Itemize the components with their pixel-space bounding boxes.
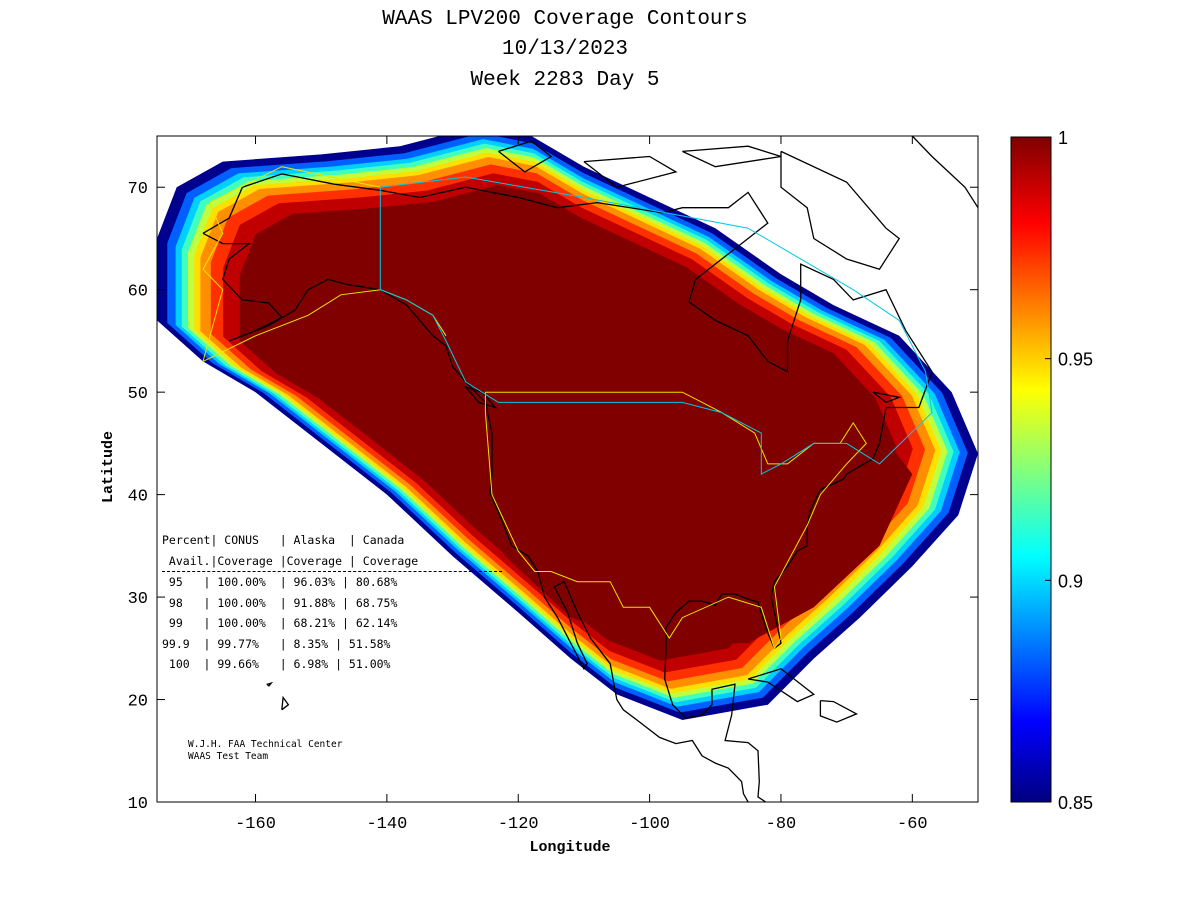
region-borders (202, 166, 933, 650)
colorbar-ticks: 0.85 0.9 0.95 1 (1045, 128, 1093, 813)
coverage-stats-table: Percent| CONUS | Alaska | Canada Avail.|… (162, 530, 502, 675)
y-tick-label: 50 (128, 385, 148, 404)
coastline-5 (747, 668, 816, 703)
y-tick-label: 60 (128, 283, 148, 302)
coastline-7 (498, 140, 553, 173)
x-axis-label: Longitude (529, 839, 610, 856)
y-axis-ticks: 10 20 30 40 50 60 70 (128, 180, 978, 814)
table-row-1: 98 | 100.00% | 91.88% | 68.75% (162, 595, 398, 610)
colorbar-tick-label: 0.85 (1058, 793, 1093, 813)
coverage-contours (157, 136, 978, 720)
x-tick-label: -120 (498, 815, 539, 834)
coastline-3 (281, 695, 290, 711)
x-tick-label: -100 (629, 815, 670, 834)
x-tick-label: -60 (897, 815, 928, 834)
coastline-2 (463, 385, 498, 409)
colorbar-tick-label: 1 (1058, 128, 1068, 148)
coastline-8 (583, 155, 678, 188)
region-border-cyan-0 (379, 176, 933, 475)
coastline-6 (819, 699, 859, 723)
x-axis-ticks: -160 -140 -120 -100 -80 -60 (235, 136, 928, 834)
colorbar-tick-label: 0.95 (1058, 350, 1093, 370)
table-row-2: 99 | 100.00% | 68.21% | 62.14% (162, 616, 398, 630)
chart-title-line-2: 10/13/2023 (501, 38, 629, 61)
region-border-yellow-0 (484, 391, 867, 650)
credit-line-1: W.J.H. FAA Technical Center (188, 739, 343, 750)
table-row-3: 99.9 | 99.77% | 8.35% | 51.58% (162, 636, 391, 651)
coastline-10 (780, 150, 901, 270)
table-row-0: 95 | 100.00% | 96.03% | 80.68% (162, 575, 398, 589)
coastlines (202, 136, 978, 802)
coastline-4 (266, 681, 274, 687)
plot-frame (156, 135, 979, 803)
coastline-0 (202, 173, 933, 802)
coastline-1 (202, 232, 749, 802)
credit-line-2: WAAS Test Team (188, 751, 269, 762)
y-tick-label: 40 (128, 488, 148, 507)
coastline-11 (911, 136, 978, 209)
x-tick-label: -80 (766, 815, 797, 834)
coastline-12 (872, 391, 902, 404)
table-row-4: 100 | 99.66% | 6.98% | 51.00% (162, 657, 391, 671)
y-tick-label: 10 (128, 795, 148, 814)
colorbar-tick-label: 0.9 (1058, 571, 1083, 591)
chart-title-line-1: WAAS LPV200 Coverage Contours (382, 8, 748, 31)
x-tick-label: -160 (235, 815, 276, 834)
y-tick-label: 70 (128, 180, 148, 199)
chart-title-line-3: Week 2283 Day 5 (470, 69, 660, 92)
y-tick-label: 20 (128, 693, 148, 712)
colorbar (1010, 136, 1052, 803)
credit-text: W.J.H. FAA Technical Center WAAS Test Te… (188, 739, 342, 763)
table-header-row-2: Avail.|Coverage |Coverage | Coverage (162, 551, 502, 572)
coverage-core (321, 269, 913, 644)
y-axis-label: Latitude (100, 431, 117, 503)
table-header-row-1: Percent| CONUS | Alaska | Canada (162, 533, 405, 547)
x-tick-label: -140 (366, 815, 407, 834)
y-tick-label: 30 (128, 590, 148, 609)
